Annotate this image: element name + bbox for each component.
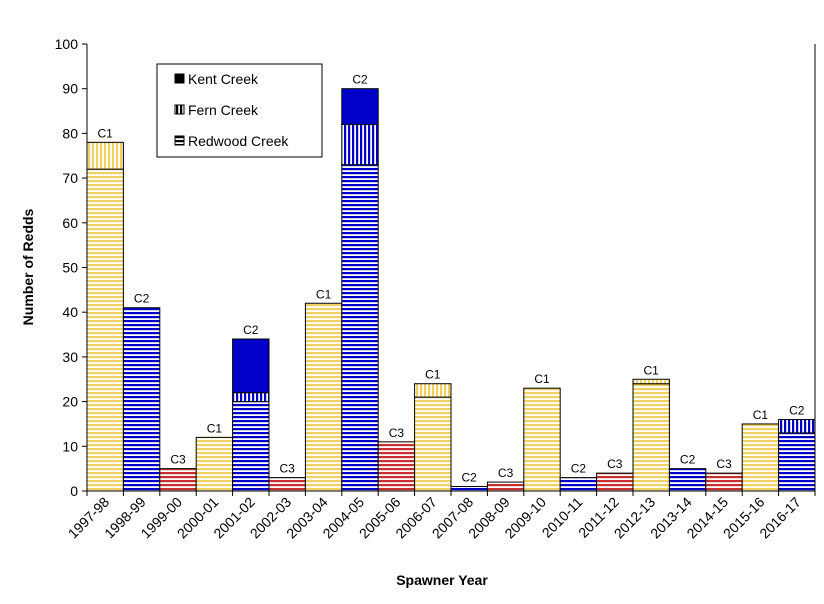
bar-segment-redwood-creek (705, 472, 743, 492)
bar-segment-redwood-creek (778, 432, 816, 492)
bar-segment-redwood-creek (159, 468, 197, 492)
cohort-label: C2 (352, 73, 368, 87)
bar-segment-redwood-creek (195, 436, 234, 492)
y-tick-label: 40 (62, 304, 78, 320)
legend-swatch (174, 135, 185, 146)
cohort-label: C1 (98, 126, 114, 140)
cohort-label: C2 (571, 462, 587, 476)
bar-segment-redwood-creek (632, 383, 670, 492)
bar-segment-fern-creek (341, 123, 379, 166)
bar-segment-redwood-creek (596, 472, 634, 492)
legend-swatch (174, 104, 185, 115)
x-axis-label: Spawner Year (396, 572, 488, 588)
legend-label: Kent Creek (188, 71, 259, 87)
cohort-label: C3 (498, 466, 514, 480)
bar-segment-redwood-creek (559, 477, 598, 492)
cohort-label: C1 (534, 372, 550, 386)
cohort-label: C3 (716, 457, 732, 471)
bar-segment-redwood-creek (523, 387, 561, 492)
cohort-label: C1 (644, 363, 660, 377)
y-tick-label: 80 (62, 125, 78, 141)
bar-segment-redwood-creek (232, 401, 270, 492)
legend: Kent Creek Fern Creek Redwood Creek (156, 63, 323, 158)
y-tick-label: 50 (62, 260, 78, 276)
bar-segment-redwood-creek (304, 302, 343, 492)
bar-segment-redwood-creek (486, 481, 525, 492)
y-tick-label: 0 (70, 483, 78, 499)
y-tick-label: 60 (62, 215, 78, 231)
bar-segment-redwood-creek (414, 396, 452, 492)
bar-segment-redwood-creek (268, 477, 306, 492)
cohort-label: C3 (170, 453, 186, 467)
bar-segment-fern-creek (86, 141, 124, 170)
y-tick-label: 100 (55, 36, 79, 52)
cohort-label: C1 (753, 408, 769, 422)
cohort-label: C2 (462, 471, 478, 485)
y-tick-label: 10 (62, 438, 78, 454)
y-tick-label: 30 (62, 349, 78, 365)
bar-segment-redwood-creek (668, 468, 707, 492)
cohort-label: C2 (134, 292, 150, 306)
bar-segment-redwood-creek (450, 486, 488, 492)
legend-label: Fern Creek (188, 102, 259, 118)
legend-label: Redwood Creek (188, 133, 289, 149)
cohort-label: C2 (680, 453, 696, 467)
cohort-label: C2 (243, 323, 259, 337)
bar-segment-fern-creek (778, 418, 816, 434)
y-axis-label: Number of Redds (20, 208, 36, 325)
bar-segment-redwood-creek (341, 164, 379, 492)
bar-segment-redwood-creek (122, 307, 161, 492)
y-tick-label: 20 (62, 394, 78, 410)
bar-segment-kent-creek (341, 88, 379, 125)
legend-swatch (174, 73, 185, 84)
y-tick-label: 90 (62, 81, 78, 97)
cohort-label: C1 (425, 368, 441, 382)
x-tick-label: 2016-17 (756, 494, 804, 542)
x-tick-label: 2009-10 (501, 494, 549, 542)
bar-segment-fern-creek (414, 383, 452, 398)
bar-segment-redwood-creek (86, 168, 124, 492)
cohort-label: C1 (207, 421, 223, 435)
y-tick-label: 70 (62, 170, 78, 186)
cohort-label: C3 (280, 462, 296, 476)
bar-segment-redwood-creek (741, 423, 780, 492)
cohort-label: C3 (607, 457, 623, 471)
bar-segment-kent-creek (232, 338, 270, 394)
bar-segment-fern-creek (232, 392, 270, 403)
cohort-label: C2 (789, 403, 805, 417)
cohort-label: C1 (316, 287, 332, 301)
bar-segment-redwood-creek (377, 441, 416, 492)
cohort-label: C3 (389, 426, 405, 440)
bar-segment-fern-creek (632, 378, 670, 385)
